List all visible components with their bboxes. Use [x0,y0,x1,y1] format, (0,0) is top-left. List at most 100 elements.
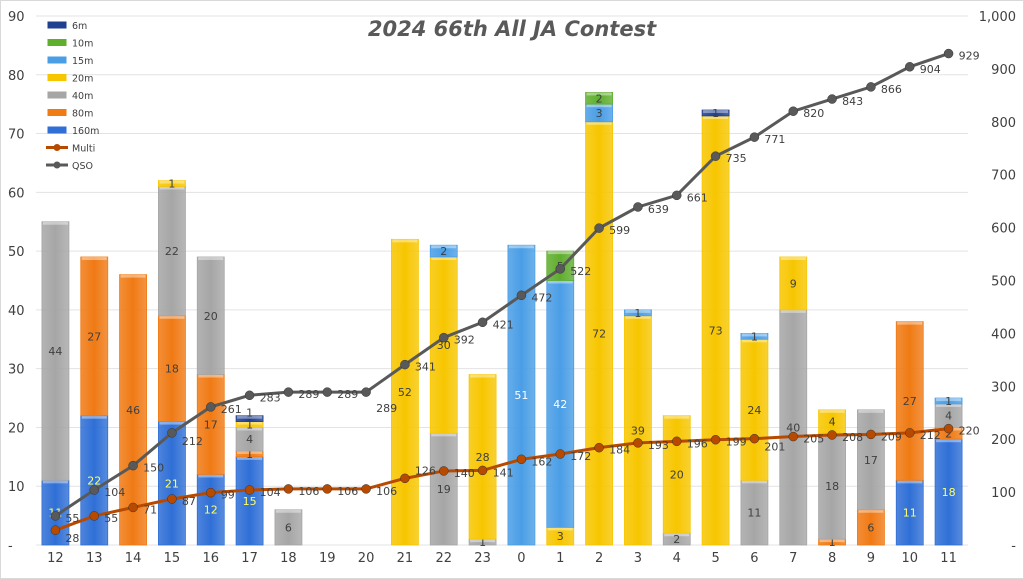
x-tick-label: 1 [556,551,564,566]
line-point-Multi [477,465,488,476]
line-point-QSO [905,62,915,72]
x-tick-label: 3 [634,551,642,566]
legend-label: 20m [72,74,93,85]
bar-segment-20m [779,256,808,311]
line-data-label: 639 [648,203,669,216]
line-point-Multi [672,436,682,447]
y2-tick-label: 700 [991,169,1016,184]
bar-data-label: 40 [786,421,800,434]
bar-data-label: 27 [87,330,101,343]
bar-data-label: 9 [790,277,797,290]
y-tick-label: 70 [8,128,25,143]
line-point-QSO [206,402,216,412]
line-data-label: 771 [764,133,785,146]
bar-data-label: 1 [634,307,641,320]
x-tick-label: 5 [711,551,719,566]
bar-data-label: 73 [709,324,723,337]
bar-data-label: 3 [557,530,564,543]
bar-segment-6m [701,109,730,117]
bar-segment-6m [235,415,264,422]
x-tick-label: 23 [474,551,491,566]
bar-segment-20m [391,238,419,546]
line-data-label: 201 [764,441,785,454]
x-tick-label: 6 [750,551,758,566]
bar-data-label: 6 [285,521,292,534]
legend-swatch-40m [47,91,67,99]
line-point-Multi [516,454,527,465]
bar-segment-80m [857,509,885,546]
line-data-label: 55 [65,512,79,525]
line-point-QSO [400,359,410,370]
x-tick-label: 19 [319,551,336,566]
bar-segment-40m [41,221,70,481]
line-point-QSO [361,387,371,397]
bar-segment-160m [895,479,924,546]
y-tick-label: 90 [8,10,25,25]
bar-highlight [237,415,263,419]
y2-tick-label: 600 [991,222,1016,237]
legend-label: 40m [72,91,93,102]
legend-label: 160m [72,126,99,137]
bar-highlight [547,251,573,255]
bar-highlight [508,245,534,249]
line-point-QSO [322,387,332,397]
legend-marker [53,161,61,169]
line-point-QSO [283,387,294,397]
bar-data-label: 1 [712,107,719,120]
bar-segment-20m [701,115,730,546]
bar-highlight [780,256,806,260]
legend-label: 10m [72,39,93,50]
bar-segment-40m [158,186,186,317]
y2-tick-label: 900 [991,63,1016,78]
bar-data-label: 1 [246,407,253,420]
bar-highlight [741,480,767,484]
line-data-label: 104 [260,486,281,499]
bar-highlight [237,450,263,454]
legend-label: Multi [72,144,95,155]
bar-highlight [42,221,68,225]
y2-tick-label: 400 [991,327,1016,342]
bar-data-label: 4 [829,416,836,429]
bar-data-label: 18 [165,363,179,376]
bar-segment-160m [80,415,109,546]
line-data-label: 929 [959,50,980,63]
line-point-QSO [827,94,837,104]
bar-highlight [936,403,962,407]
legend-label: 6m [72,21,87,32]
bar-data-label: 22 [165,245,179,258]
x-tick-label: 4 [673,551,681,566]
bar-highlight [198,256,224,260]
bar-highlight [586,104,612,108]
bar-highlight [936,439,962,443]
bar-highlight [392,239,418,243]
legend-label: 80m [72,109,93,120]
bar-highlight [780,309,806,313]
line-data-label: 522 [570,265,591,278]
y2-tick-label: - [1011,539,1016,554]
bar-data-label: 2 [440,245,447,258]
line-data-label: 126 [415,464,436,477]
bar-highlight [897,321,923,325]
x-tick-label: 18 [280,551,297,566]
bar-segment-40m [740,479,769,546]
y2-tick-label: 800 [991,116,1016,131]
line-data-label: 866 [881,83,902,96]
x-tick-label: 16 [202,551,219,566]
line-point-QSO [89,485,99,495]
y-tick-label: 80 [8,69,25,84]
line-point-Multi [827,430,837,440]
x-tick-label: 15 [164,551,181,566]
bar-highlight [819,539,845,543]
bar-highlight [703,110,729,114]
line-data-label: 661 [687,191,708,204]
x-tick-label: 21 [397,551,414,566]
line-point-QSO [167,428,177,438]
bar-data-label: 22 [87,474,101,487]
bar-segment-160m [235,456,264,546]
legend-swatch-80m [47,109,67,116]
line-QSO [54,52,950,518]
line-point-Multi [594,442,604,453]
bar-data-label: 1 [829,536,836,549]
line-point-Multi [555,449,565,459]
